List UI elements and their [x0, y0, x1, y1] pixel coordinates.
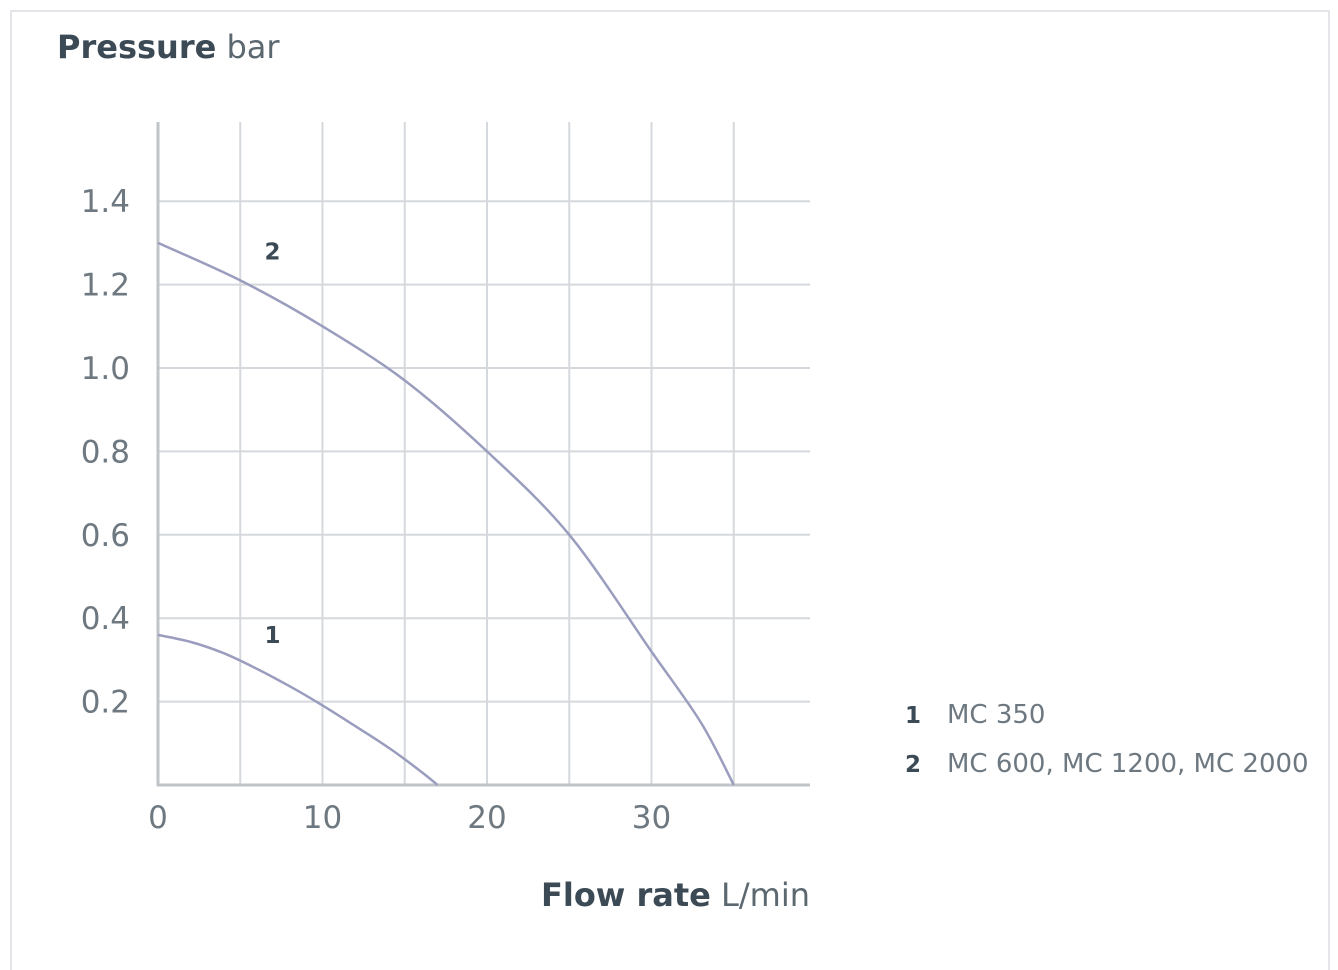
x-tick-label: 0	[148, 800, 168, 836]
series-line-1	[157, 633, 439, 786]
legend-label: MC 350	[947, 700, 1046, 730]
series-line-2	[157, 241, 735, 786]
axes	[156, 122, 810, 787]
x-axis-title: Flow rate L/min	[541, 876, 810, 914]
x-tick-label: 20	[467, 800, 506, 836]
series-lines	[157, 241, 735, 786]
y-tick-label: 0.8	[81, 434, 130, 470]
curve-label-1: 1	[265, 623, 281, 649]
y-axis-title-unit: bar	[226, 28, 280, 66]
legend-item-2: 2 MC 600, MC 1200, MC 2000	[905, 749, 1309, 798]
y-tick-label: 1.4	[81, 184, 130, 220]
chart-frame	[10, 10, 1330, 970]
y-tick-label: 0.2	[81, 685, 130, 721]
curve-label-2: 2	[265, 240, 281, 266]
tick-labels: 0.2 0.4 0.6 0.8 1.0 1.2 1.4 0 10 20 30 1 2	[81, 184, 672, 836]
y-axis-title: Pressure bar	[57, 28, 280, 66]
grid	[158, 122, 810, 785]
y-tick-label: 1.2	[81, 268, 130, 304]
legend-item-1: 1 MC 350	[905, 700, 1309, 749]
legend-number: 2	[905, 752, 922, 778]
x-tick-label: 10	[303, 800, 342, 836]
legend-number: 1	[905, 703, 922, 729]
x-axis-title-unit: L/min	[721, 876, 810, 914]
x-axis-title-bold: Flow rate	[540, 876, 711, 914]
y-tick-label: 1.0	[81, 351, 130, 387]
x-tick-label: 30	[632, 800, 671, 836]
legend-label: MC 600, MC 1200, MC 2000	[947, 749, 1309, 779]
y-tick-label: 0.4	[81, 601, 130, 637]
y-tick-label: 0.6	[81, 518, 130, 554]
y-axis-title-bold: Pressure	[57, 28, 217, 66]
legend: 1 MC 350 2 MC 600, MC 1200, MC 2000	[905, 700, 1309, 798]
